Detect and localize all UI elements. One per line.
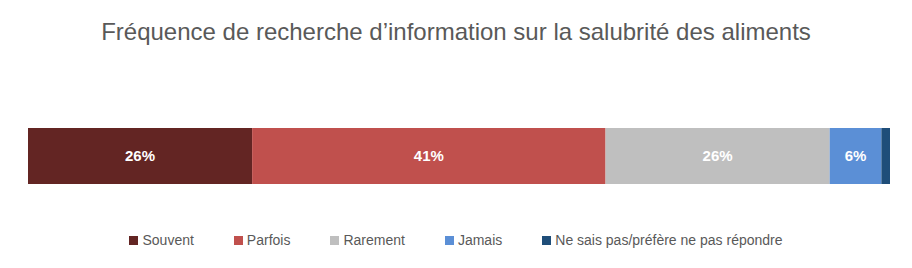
svg-text:41%: 41% (414, 147, 444, 164)
html-text:Ne sais pas/préfère ne pas rép: Ne sais pas/préfère ne pas répondre (555, 232, 783, 248)
svg-text:26%: 26% (703, 147, 733, 164)
html-text:Rarement: Rarement (343, 232, 405, 248)
svg-text:6%: 6% (845, 147, 867, 164)
html-text:Parfois: Parfois (246, 232, 291, 248)
html-text:Jamais: Jamais (457, 232, 503, 248)
html-text:Fréquence de recherche d’infor: Fréquence de recherche d’information sur… (101, 18, 811, 45)
svg-text:26%: 26% (125, 147, 155, 164)
html-text:Souvent: Souvent (142, 232, 194, 248)
